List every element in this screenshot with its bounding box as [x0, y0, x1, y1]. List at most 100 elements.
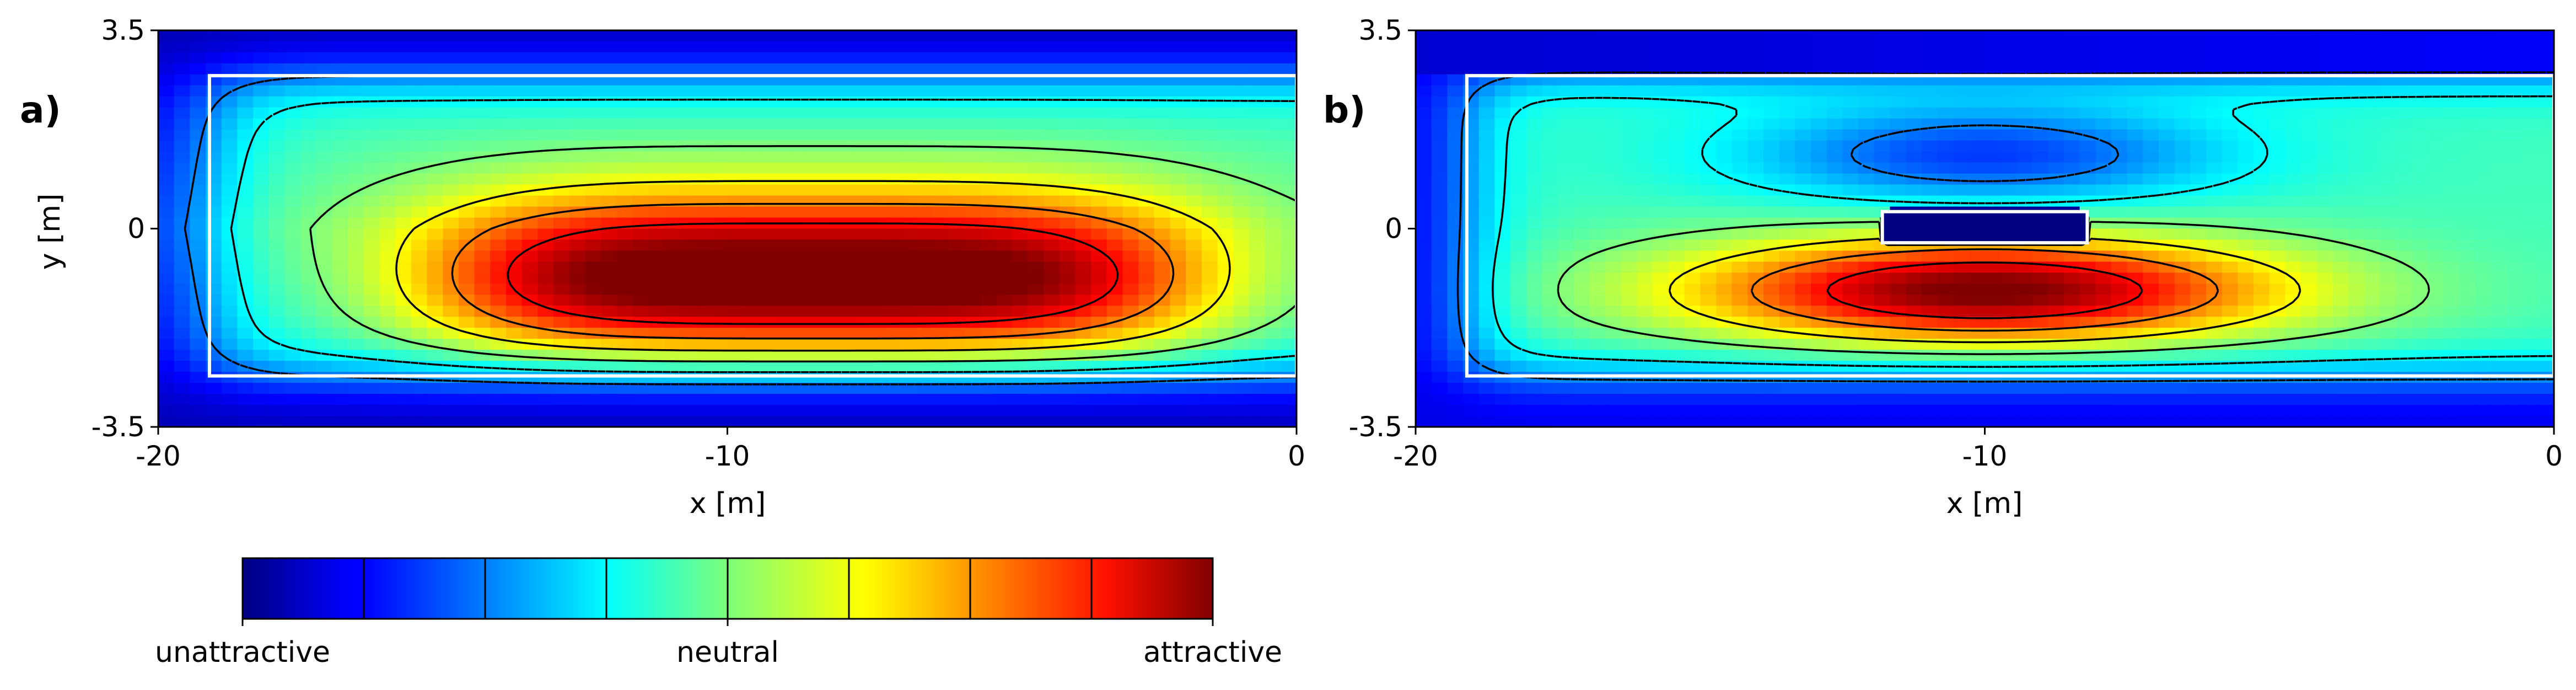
- heatmap-cell: [1542, 96, 1559, 108]
- heatmap-cell: [822, 173, 839, 185]
- heatmap-cell: [2206, 151, 2223, 163]
- heatmap-cell: [379, 52, 396, 64]
- heatmap-cell: [869, 361, 886, 373]
- heatmap-cell: [2427, 184, 2444, 196]
- heatmap-cell: [1653, 272, 1669, 285]
- heatmap-cell: [2016, 118, 2033, 130]
- heatmap-cell: [190, 416, 207, 427]
- heatmap-cell: [2158, 162, 2175, 174]
- heatmap-cell: [1779, 118, 1796, 130]
- heatmap-cell: [1700, 129, 1717, 141]
- heatmap-cell: [1558, 118, 1574, 130]
- heatmap-cell: [2269, 261, 2286, 274]
- heatmap-cell: [1605, 217, 1622, 229]
- heatmap-cell: [443, 85, 459, 97]
- heatmap-cell: [427, 129, 444, 141]
- heatmap-cell: [1921, 295, 1938, 307]
- heatmap-cell: [284, 228, 302, 240]
- heatmap-cell: [1075, 383, 1092, 395]
- heatmap-cell: [1558, 250, 1574, 263]
- heatmap-cell: [1154, 118, 1171, 130]
- heatmap-cell: [933, 151, 950, 163]
- heatmap-cell: [158, 383, 175, 395]
- heatmap-cell: [806, 239, 823, 252]
- heatmap-cell: [790, 383, 807, 395]
- heatmap-cell: [838, 317, 854, 329]
- heatmap-cell: [2158, 30, 2175, 42]
- heatmap-cell: [2443, 350, 2460, 362]
- heatmap-cell: [1122, 295, 1139, 307]
- heatmap-cell: [316, 41, 333, 53]
- heatmap-cell: [743, 383, 760, 395]
- heatmap-cell: [237, 206, 254, 218]
- heatmap-cell: [2332, 228, 2349, 240]
- heatmap-cell: [2254, 52, 2270, 64]
- heatmap-cell: [316, 228, 333, 240]
- heatmap-cell: [2238, 372, 2255, 384]
- heatmap-cell: [1028, 284, 1045, 296]
- heatmap-cell: [933, 96, 950, 108]
- heatmap-cell: [2095, 250, 2112, 263]
- heatmap-cell: [2174, 217, 2191, 229]
- heatmap-cell: [1510, 206, 1527, 218]
- heatmap-cell: [632, 295, 649, 307]
- heatmap-cell: [1012, 416, 1029, 427]
- heatmap-cell: [1091, 151, 1107, 163]
- heatmap-cell: [1059, 63, 1076, 75]
- heatmap-cell: [775, 239, 792, 252]
- heatmap-cell: [632, 339, 649, 351]
- heatmap-cell: [696, 394, 712, 406]
- heatmap-cell: [1028, 416, 1045, 427]
- heatmap-cell: [1684, 173, 1701, 185]
- heatmap-cell: [996, 317, 1013, 329]
- heatmap-cell: [1091, 284, 1107, 296]
- heatmap-cell: [1842, 184, 1859, 196]
- heatmap-cell: [1154, 261, 1171, 274]
- heatmap-cell: [300, 295, 317, 307]
- heatmap-cell: [505, 140, 523, 152]
- heatmap-cell: [1605, 295, 1622, 307]
- heatmap-cell: [1653, 129, 1669, 141]
- heatmap-cell: [427, 239, 444, 252]
- heatmap-cell: [2443, 272, 2460, 285]
- heatmap-cell: [2032, 107, 2049, 119]
- heatmap-cell: [2332, 162, 2349, 174]
- heatmap-cell: [1106, 295, 1123, 307]
- heatmap-cell: [1478, 272, 1496, 285]
- panel-a-contours: [184, 74, 1297, 386]
- heatmap-cell: [1715, 140, 1733, 152]
- heatmap-cell: [1953, 195, 1970, 207]
- heatmap-cell: [1028, 261, 1045, 274]
- heatmap-cell: [1605, 250, 1622, 263]
- heatmap-cell: [2364, 118, 2381, 130]
- heatmap-cell: [1494, 162, 1512, 174]
- heatmap-cell: [174, 317, 191, 329]
- heatmap-cell: [2238, 217, 2255, 229]
- heatmap-cell: [1621, 52, 1638, 64]
- heatmap-cell: [917, 272, 934, 285]
- heatmap-cell: [1012, 151, 1029, 163]
- heatmap-cell: [379, 118, 396, 130]
- heatmap-cell: [1763, 140, 1780, 152]
- heatmap-cell: [1731, 372, 1749, 384]
- heatmap-cell: [1431, 250, 1448, 263]
- heatmap-cell: [853, 151, 870, 163]
- heatmap-cell: [949, 383, 965, 395]
- heatmap-cell: [917, 317, 934, 329]
- heatmap-cell: [537, 372, 555, 384]
- heatmap-cell: [1510, 118, 1527, 130]
- heatmap-cell: [901, 284, 918, 296]
- heatmap-cell: [1044, 361, 1060, 373]
- heatmap-cell: [996, 250, 1013, 263]
- heatmap-cell: [2016, 162, 2033, 174]
- heatmap-cell: [1621, 317, 1638, 329]
- heatmap-cell: [190, 328, 207, 340]
- heatmap-cell: [885, 52, 902, 64]
- heatmap-cell: [1985, 140, 2002, 152]
- heatmap-cell: [1621, 173, 1638, 185]
- heatmap-cell: [1217, 306, 1234, 318]
- heatmap-cell: [2032, 250, 2049, 263]
- heatmap-cell: [1842, 85, 1859, 97]
- heatmap-cell: [190, 372, 207, 384]
- heatmap-cell: [284, 361, 302, 373]
